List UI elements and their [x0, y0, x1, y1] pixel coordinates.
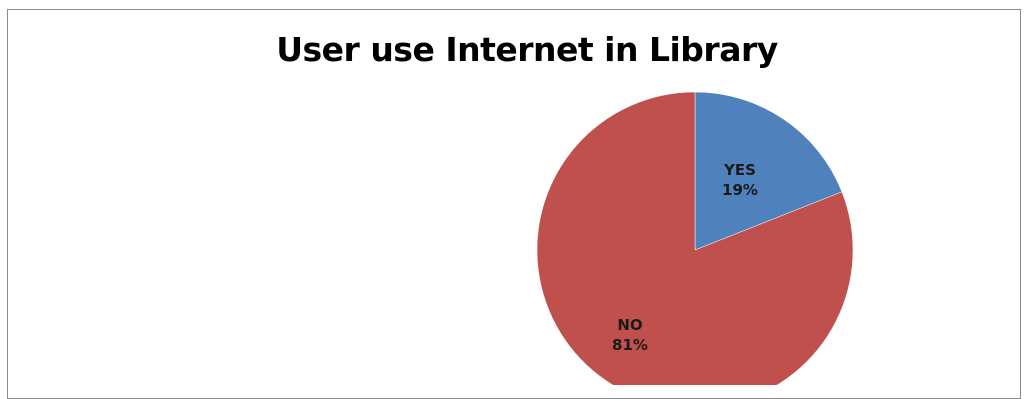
pie-slice-no [536, 91, 854, 385]
pie-chart: YES 19% NO 81% [536, 91, 854, 385]
pie-slices [536, 91, 854, 385]
slice-percent-label: 19% [722, 181, 758, 199]
pie-slice-yes [694, 91, 843, 251]
slice-category-label: NO [617, 316, 642, 334]
pie-labels: YES 19% NO 81% [612, 161, 758, 354]
slice-percent-label: 81% [612, 336, 648, 354]
chart-title: User use Internet in Library [276, 30, 778, 69]
chart-area [7, 9, 1021, 399]
slice-category-label: YES [723, 161, 756, 179]
